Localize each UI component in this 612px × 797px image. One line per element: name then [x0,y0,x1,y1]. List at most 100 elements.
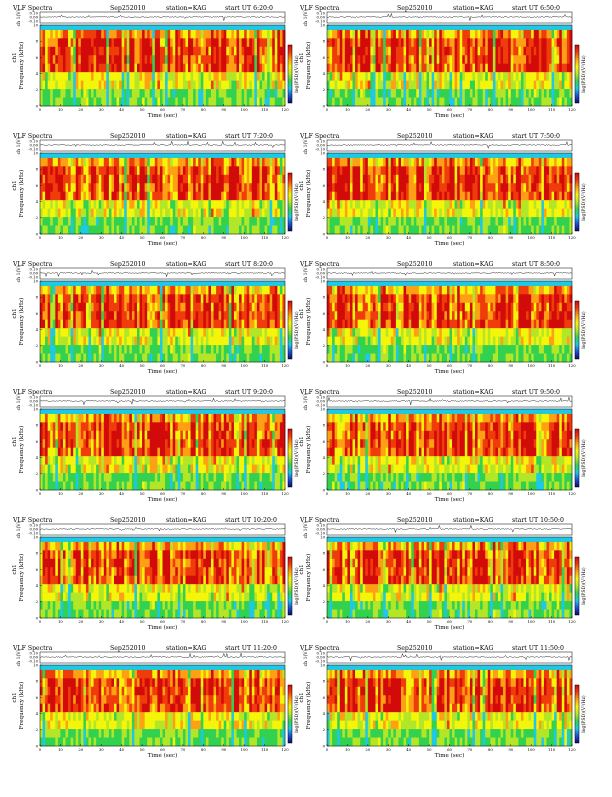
spectrogram-cell [231,354,234,363]
spectrogram-cell [216,286,219,295]
spectrogram-cell [247,320,250,329]
spectrogram-cell [552,175,555,184]
spectrogram-cell [137,89,140,98]
spectrogram-cell [567,192,570,201]
spectrogram-cell [183,30,186,39]
spectrogram-cell [483,30,486,39]
spectrogram-cell [524,64,527,73]
spectrogram-cell [221,286,224,295]
spectrogram-cell [485,209,488,218]
spectrogram-cell [55,98,58,107]
spectrogram-cell [168,337,171,346]
spectrogram-cell [183,286,186,295]
spectrogram-cell [437,183,440,192]
spectrogram-cell [237,38,240,47]
spectrogram-cell [457,158,460,167]
spectrogram-cell [340,192,343,201]
spectrogram-cell [508,183,511,192]
spectrogram-cell [76,320,79,329]
spectrogram-cell [132,166,135,175]
spectrogram-cell [94,286,97,295]
spectrogram-cell [214,217,217,226]
spectrogram-cell [546,200,549,209]
spectrogram-cell [327,158,330,167]
spectrogram-cell [109,200,112,209]
spectrogram-cell [427,158,430,167]
spectrogram-cell [270,55,273,64]
spectrogram-cell [427,209,430,218]
spectrogram-cell [393,328,396,337]
spectrogram-cell [96,30,99,39]
spectrogram-cell [429,64,432,73]
spectrogram-cell [96,200,99,209]
spectrogram-cell [91,89,94,98]
spectrogram-cell [224,286,227,295]
spectrogram-cell [45,183,48,192]
spectrogram-cell [122,38,125,47]
spectrogram-cell [427,175,430,184]
spectrogram-cell [419,337,422,346]
spectrogram-cell [432,166,435,175]
spectrogram-cell [337,209,340,218]
spectrogram-cell [191,328,194,337]
spectrogram-cell [66,192,69,201]
spectrogram-cell [444,226,447,235]
spectrogram-cell [493,30,496,39]
spectrogram-cell [119,200,122,209]
spectrogram-cell [442,166,445,175]
spectrogram-cell [355,98,358,107]
spectrogram-cell [221,38,224,47]
time-tick-label: 70 [467,235,472,240]
spectrogram-cell [147,158,150,167]
spectrogram-cell [529,72,532,81]
spectrogram-cell [124,337,127,346]
spectrogram-cell [280,337,283,346]
spectrogram-cell [518,72,521,81]
spectrogram-cell [132,328,135,337]
spectrogram-cell [257,200,260,209]
spectrogram-cell [554,55,557,64]
spectrogram-cell [249,320,252,329]
spectrogram-cell [140,89,143,98]
spectrogram-cell [127,337,130,346]
spectrogram-cell [345,217,348,226]
spectrogram-cell [114,192,117,201]
spectrogram-cell [173,30,176,39]
spectrogram-cell [134,89,137,98]
spectrogram-cell [106,166,109,175]
spectrogram-cell [552,89,555,98]
spectrogram-cell [147,320,150,329]
spectrogram-cell [350,320,353,329]
spectrogram-cell [536,81,539,90]
spectrogram-cell [549,183,552,192]
spectrogram-cell [43,294,46,303]
spectrogram-cell [546,72,549,81]
spectrogram-cell [114,328,117,337]
spectrogram-cell [414,217,417,226]
spectrogram-cell [219,303,222,312]
spectrogram-cell [552,226,555,235]
spectrogram-cell [91,200,94,209]
spectrogram-cell [104,192,107,201]
spectrogram-cell [142,320,145,329]
spectrogram-cell [345,328,348,337]
spectrogram-cell [562,209,565,218]
spectrogram-cell [521,38,524,47]
spectrogram-cell [231,286,234,295]
spectrogram-cell [43,166,46,175]
spectrogram-cell [127,30,130,39]
spectrogram-cell [142,303,145,312]
spectrogram-cell [254,38,257,47]
spectrogram-cell [330,81,333,90]
spectrogram-cell [45,217,48,226]
spectrogram-cell [355,320,358,329]
spectrogram-cell [342,175,345,184]
spectrogram-cell [68,303,71,312]
spectrogram-cell [275,354,278,363]
spectrogram-cell [68,55,71,64]
spectrogram-cell [398,166,401,175]
spectrogram-cell [106,217,109,226]
spectrogram-cell [216,64,219,73]
spectrogram-cell [231,30,234,39]
spectrogram-cell [111,217,114,226]
